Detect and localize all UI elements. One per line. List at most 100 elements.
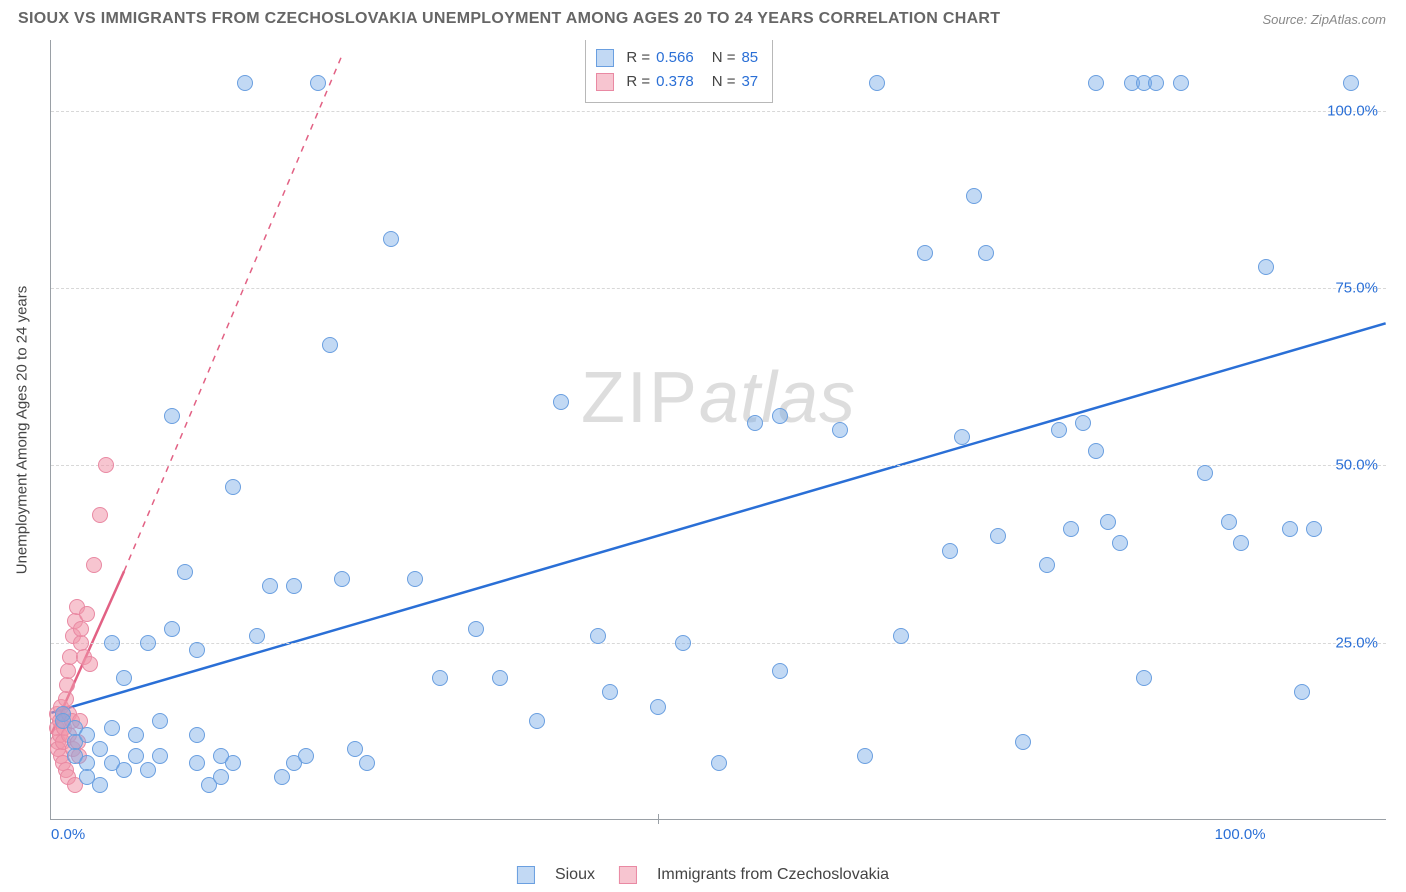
data-point-sioux: [298, 748, 314, 764]
data-point-sioux: [857, 748, 873, 764]
data-point-sioux: [492, 670, 508, 686]
data-point-sioux: [152, 748, 168, 764]
data-point-sioux: [164, 408, 180, 424]
data-point-sioux: [225, 479, 241, 495]
data-point-sioux: [747, 415, 763, 431]
legend-item: Sioux: [517, 866, 595, 884]
data-point-sioux: [832, 422, 848, 438]
legend-r-label: R =: [626, 46, 650, 70]
data-point-cz: [98, 457, 114, 473]
data-point-sioux: [310, 75, 326, 91]
source-label: Source: ZipAtlas.com: [1262, 12, 1386, 27]
data-point-sioux: [432, 670, 448, 686]
gridline-h: [51, 111, 1386, 112]
data-point-sioux: [772, 663, 788, 679]
legend-item: Immigrants from Czechoslovakia: [619, 866, 889, 884]
data-point-sioux: [978, 245, 994, 261]
legend-series: Sioux Immigrants from Czechoslovakia: [517, 866, 889, 884]
data-point-sioux: [1051, 422, 1067, 438]
data-point-sioux: [128, 727, 144, 743]
data-point-sioux: [1197, 465, 1213, 481]
x-tick-label: 0.0%: [51, 826, 85, 843]
data-point-sioux: [286, 578, 302, 594]
data-point-sioux: [1088, 75, 1104, 91]
y-tick-label: 50.0%: [1335, 457, 1378, 474]
data-point-cz: [59, 677, 75, 693]
data-point-sioux: [322, 337, 338, 353]
data-point-sioux: [1075, 415, 1091, 431]
trend-line: [51, 323, 1385, 713]
data-point-sioux: [1282, 521, 1298, 537]
data-point-sioux: [213, 769, 229, 785]
y-tick-label: 75.0%: [1335, 280, 1378, 297]
trend-lines: [51, 40, 1386, 819]
legend-r-value: 0.378: [656, 70, 694, 94]
data-point-sioux: [128, 748, 144, 764]
data-point-cz: [92, 507, 108, 523]
data-point-sioux: [104, 635, 120, 651]
data-point-sioux: [189, 642, 205, 658]
legend-n-value: 85: [741, 46, 758, 70]
data-point-sioux: [1136, 670, 1152, 686]
data-point-sioux: [1221, 514, 1237, 530]
data-point-sioux: [1039, 557, 1055, 573]
data-point-sioux: [359, 755, 375, 771]
data-point-sioux: [1294, 684, 1310, 700]
data-point-sioux: [966, 188, 982, 204]
legend-stats: R =0.566N =85R =0.378N =37: [585, 40, 773, 103]
data-point-sioux: [249, 628, 265, 644]
data-point-sioux: [1112, 535, 1128, 551]
data-point-sioux: [942, 543, 958, 559]
data-point-sioux: [772, 408, 788, 424]
data-point-sioux: [1088, 443, 1104, 459]
data-point-sioux: [274, 769, 290, 785]
data-point-sioux: [1343, 75, 1359, 91]
y-tick-label: 25.0%: [1335, 634, 1378, 651]
x-tick-label: 100.0%: [1215, 826, 1266, 843]
y-axis-label: Unemployment Among Ages 20 to 24 years: [14, 286, 31, 575]
legend-swatch: [596, 49, 614, 67]
data-point-cz: [60, 663, 76, 679]
legend-r-value: 0.566: [656, 46, 694, 70]
data-point-sioux: [189, 727, 205, 743]
data-point-sioux: [602, 684, 618, 700]
data-point-sioux: [237, 75, 253, 91]
data-point-sioux: [990, 528, 1006, 544]
data-point-sioux: [407, 571, 423, 587]
legend-label: Sioux: [555, 866, 595, 884]
data-point-sioux: [1063, 521, 1079, 537]
scatter-plot: ZIPatlas R =0.566N =85R =0.378N =37 25.0…: [50, 40, 1386, 820]
data-point-sioux: [529, 713, 545, 729]
data-point-sioux: [1148, 75, 1164, 91]
data-point-sioux: [116, 670, 132, 686]
data-point-cz: [86, 557, 102, 573]
data-point-sioux: [92, 741, 108, 757]
data-point-sioux: [1306, 521, 1322, 537]
legend-swatch: [517, 866, 535, 884]
data-point-sioux: [140, 762, 156, 778]
data-point-sioux: [1258, 259, 1274, 275]
data-point-sioux: [164, 621, 180, 637]
legend-stat-row: R =0.566N =85: [596, 46, 762, 70]
data-point-sioux: [383, 231, 399, 247]
data-point-sioux: [917, 245, 933, 261]
data-point-sioux: [152, 713, 168, 729]
data-point-sioux: [650, 699, 666, 715]
data-point-sioux: [189, 755, 205, 771]
chart-title: SIOUX VS IMMIGRANTS FROM CZECHOSLOVAKIA …: [18, 10, 1000, 28]
data-point-sioux: [1015, 734, 1031, 750]
legend-r-label: R =: [626, 70, 650, 94]
data-point-sioux: [177, 564, 193, 580]
gridline-h: [51, 643, 1386, 644]
data-point-sioux: [1173, 75, 1189, 91]
data-point-sioux: [553, 394, 569, 410]
data-point-sioux: [590, 628, 606, 644]
data-point-sioux: [1100, 514, 1116, 530]
gridline-h: [51, 465, 1386, 466]
data-point-cz: [82, 656, 98, 672]
legend-n-label: N =: [712, 70, 736, 94]
data-point-cz: [73, 621, 89, 637]
legend-stat-row: R =0.378N =37: [596, 70, 762, 94]
legend-swatch: [619, 866, 637, 884]
data-point-sioux: [347, 741, 363, 757]
